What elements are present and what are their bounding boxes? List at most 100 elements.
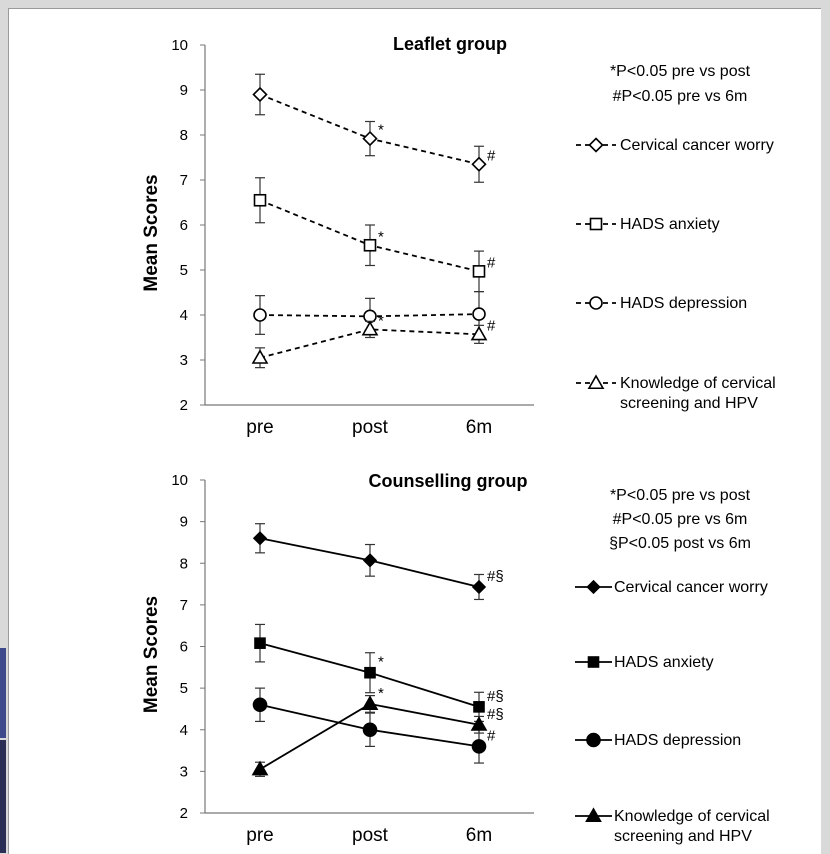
x-tick-label: pre: [246, 417, 273, 438]
y-tick-label: 7: [180, 172, 188, 189]
legend-item: Cervical cancer worry: [575, 579, 768, 596]
x-tick-label: pre: [246, 825, 273, 846]
data-point: [470, 325, 488, 341]
data-point: [472, 307, 486, 321]
point-significance-label: #: [487, 727, 496, 744]
y-tick-label: 3: [180, 352, 188, 369]
data-point: [471, 156, 487, 172]
legend-item: HADS depression: [575, 732, 741, 749]
y-axis-label: Mean Scores: [141, 174, 162, 291]
series-line: [259, 328, 480, 359]
series-4: * #§: [251, 685, 504, 777]
point-significance-label: #§: [487, 568, 504, 585]
data-point: [471, 739, 487, 754]
point-significance-label: #§: [487, 688, 504, 705]
y-tick-label: 5: [180, 680, 188, 697]
y-tick-label: 3: [180, 763, 188, 780]
y-tick-label: 4: [180, 722, 188, 739]
legend-item: HADS anxiety: [576, 216, 720, 233]
series-1: #§: [252, 523, 504, 601]
data-point: [473, 701, 485, 713]
series-1: *#: [252, 73, 496, 183]
data-point: [363, 238, 377, 252]
legend-item: Knowledge of cervical screening and HPV: [576, 374, 776, 412]
legend-marker: [586, 732, 601, 748]
significance-note: *P<0.05 pre vs post: [610, 487, 751, 504]
series-4: * #: [251, 312, 496, 369]
series-2: *#: [253, 177, 496, 293]
y-tick-label: 10: [171, 37, 188, 54]
series-3: #: [252, 687, 496, 764]
chart-title: Counselling group: [369, 471, 528, 491]
legend-label: Knowledge of cervical: [614, 808, 770, 825]
legend-item: HADS depression: [576, 295, 747, 312]
chart-title: Leaflet group: [393, 34, 507, 54]
point-significance-label: #: [487, 254, 496, 271]
legend-marker: [586, 579, 601, 595]
legend-label: screening and HPV: [614, 828, 752, 845]
legend-item: Cervical cancer worry: [576, 137, 774, 154]
y-tick-label: 6: [180, 639, 188, 656]
x-tick-label: post: [352, 825, 389, 846]
significance-note: §P<0.05 post vs 6m: [609, 535, 751, 552]
data-point: [253, 308, 267, 322]
point-significance-label: *: [378, 228, 384, 245]
point-significance-label: *: [378, 685, 384, 702]
point-significance-label: #: [487, 147, 496, 164]
y-tick-label: 9: [180, 514, 188, 531]
data-point: [252, 86, 268, 103]
legend-marker: [588, 137, 604, 153]
legend-marker: [589, 217, 603, 231]
data-point: [361, 695, 379, 710]
significance-note: #P<0.05 pre vs 6m: [613, 88, 748, 105]
data-point: [252, 697, 268, 713]
y-tick-label: 8: [180, 127, 188, 144]
legend-label: Knowledge of cervical: [620, 375, 776, 392]
y-tick-label: 2: [180, 805, 188, 822]
significance-note: #P<0.05 pre vs 6m: [613, 511, 748, 528]
legend-label: Cervical cancer worry: [614, 579, 768, 596]
data-point: [253, 193, 267, 207]
point-significance-label: *: [378, 312, 384, 329]
legend-item: HADS anxiety: [575, 654, 714, 671]
legend-label: HADS anxiety: [614, 654, 714, 671]
x-tick-label: 6m: [466, 417, 492, 438]
legend-label: HADS anxiety: [620, 216, 720, 233]
legend-label: Cervical cancer worry: [620, 137, 774, 154]
data-point: [362, 130, 378, 147]
y-tick-label: 8: [180, 555, 188, 572]
window-edge-strip: [0, 648, 6, 738]
x-tick-label: 6m: [466, 825, 492, 846]
legend-marker: [587, 656, 600, 668]
data-point: [254, 637, 266, 649]
legend-label: HADS depression: [614, 732, 741, 749]
legend-marker: [589, 296, 603, 310]
data-point: [471, 579, 487, 595]
y-tick-label: 2: [180, 397, 188, 414]
data-point: [362, 722, 378, 738]
chart-1: 2 3 4 5 6 7 8 9 10 pre post 6m Mean Scores Leaflet gr…: [141, 34, 776, 438]
x-tick-label: post: [352, 417, 389, 438]
significance-note: *P<0.05 pre vs post: [610, 63, 751, 80]
y-tick-label: 7: [180, 597, 188, 614]
point-significance-label: #: [487, 317, 496, 334]
point-significance-label: *: [378, 122, 384, 139]
data-point: [364, 666, 376, 679]
y-axis-label: Mean Scores: [141, 596, 162, 713]
data-point: [251, 349, 269, 364]
point-significance-label: #§: [487, 706, 504, 723]
y-tick-label: 10: [171, 472, 188, 489]
data-point: [362, 553, 378, 568]
y-tick-label: 9: [180, 82, 188, 99]
legend-marker: [587, 374, 605, 390]
legend-label: screening and HPV: [620, 395, 758, 412]
data-point: [361, 320, 379, 336]
legend-label: HADS depression: [620, 295, 747, 312]
y-tick-label: 6: [180, 217, 188, 234]
window-edge-strip-dark: [0, 740, 6, 853]
data-point: [363, 309, 377, 324]
data-point: [470, 716, 488, 731]
point-significance-label: *: [378, 654, 384, 671]
y-tick-label: 5: [180, 262, 188, 279]
